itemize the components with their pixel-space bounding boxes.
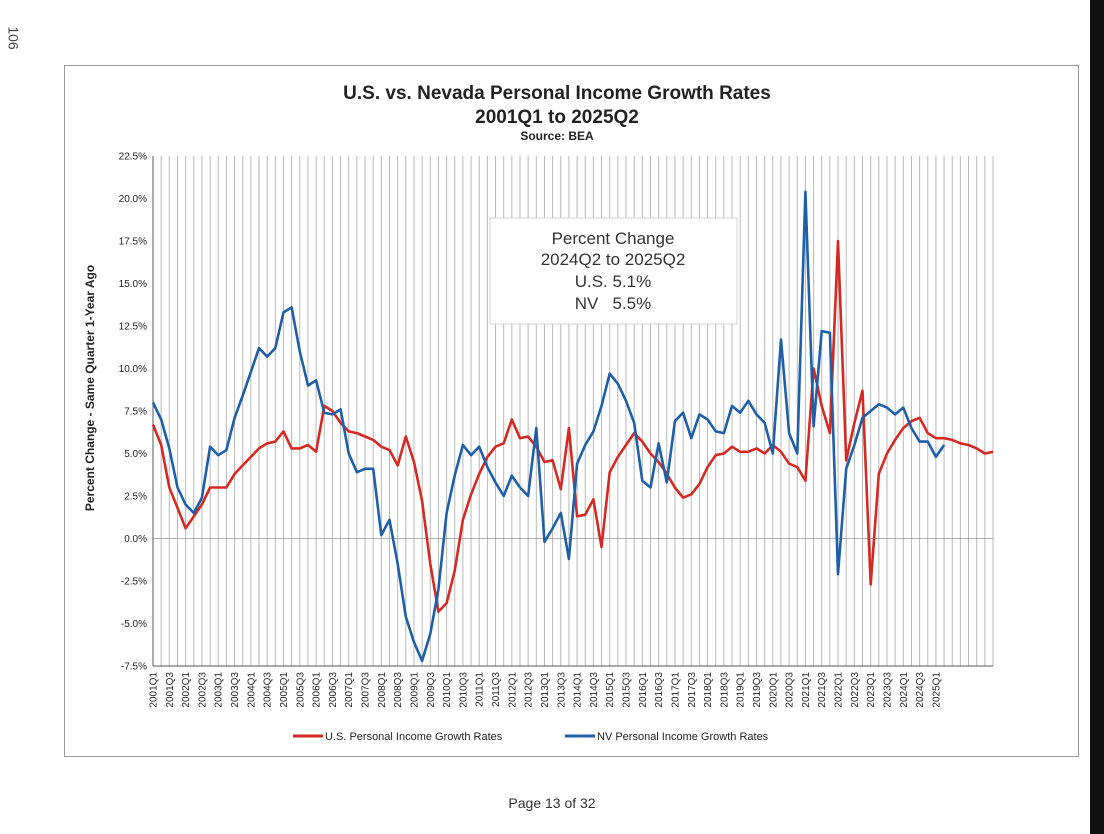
annotation-line-4: NV 5.5%	[575, 294, 652, 313]
x-tick-label: 2020Q1	[768, 672, 779, 708]
y-tick-label: 20.0%	[119, 194, 147, 205]
x-tick-label: 2005Q1	[279, 672, 290, 708]
annotation-box: Percent Change 2024Q2 to 2025Q2 U.S. 5.1…	[489, 217, 738, 325]
y-tick-label: 5.0%	[124, 449, 147, 460]
x-tick-label: 2010Q1	[442, 672, 453, 708]
x-tick-label: 2016Q1	[638, 672, 649, 708]
y-tick-label: -5.0%	[121, 619, 147, 630]
x-tick-label: 2004Q1	[246, 672, 257, 708]
x-tick-label: 2018Q1	[703, 672, 714, 708]
y-tick-label: 2.5%	[124, 492, 147, 503]
y-tick-label: -2.5%	[121, 577, 147, 588]
x-tick-label: 2024Q3	[915, 672, 926, 708]
page-footer: Page 13 of 32	[508, 795, 596, 811]
x-tick-label: 2008Q1	[377, 672, 388, 708]
x-tick-label: 2003Q3	[230, 672, 241, 708]
y-tick-label: 10.0%	[119, 364, 147, 375]
x-tick-labels: 2001Q1 2001Q3 2002Q1 2002Q3 2003Q1 2003Q3 2004…	[149, 672, 943, 708]
annotation-line-3: U.S. 5.1%	[575, 272, 652, 291]
x-tick-label: 2011Q3	[491, 672, 502, 707]
y-tick-label: 0.0%	[124, 534, 147, 545]
y-tick-label: -7.5%	[121, 662, 147, 673]
x-tick-label: 2012Q3	[524, 672, 535, 708]
x-tick-label: 2004Q3	[263, 672, 274, 708]
x-tick-label: 2001Q1	[149, 672, 160, 708]
series-lines	[151, 190, 994, 663]
x-tick-label: 2024Q1	[899, 672, 910, 708]
x-tick-label: 2009Q3	[426, 672, 437, 708]
x-tick-label: 2020Q3	[785, 672, 796, 708]
annotation-line-1: Percent Change	[552, 229, 675, 248]
chart-subtitle: 2001Q1 to 2025Q2	[475, 107, 639, 128]
x-tick-label: 2017Q3	[687, 672, 698, 708]
x-tick-label: 2002Q1	[181, 672, 192, 708]
page-side-number: 106	[5, 26, 22, 50]
y-tick-label: 7.5%	[124, 407, 147, 418]
line-chart: U.S. vs. Nevada Personal Income Growth R…	[83, 83, 994, 743]
x-tick-label: 2010Q3	[458, 672, 469, 708]
x-tick-label: 2006Q1	[312, 672, 323, 708]
x-tick-label: 2007Q1	[344, 672, 355, 708]
x-tick-label: 2013Q1	[540, 672, 551, 708]
x-tick-label: 2021Q3	[817, 672, 828, 708]
y-tick-labels: 22.5% 20.0% 17.5% 15.0% 12.5% 10.0% 7.5% 5.0% 2.…	[119, 152, 147, 673]
y-tick-label: 15.0%	[119, 279, 147, 290]
legend: U.S. Personal Income Growth Rates NV Per…	[293, 731, 769, 743]
nv-income-growth-line	[151, 190, 946, 663]
x-tick-label: 2001Q3	[165, 672, 176, 708]
x-tick-label: 2022Q3	[850, 672, 861, 708]
x-tick-label: 2014Q3	[589, 672, 600, 708]
x-tick-label: 2016Q3	[654, 672, 665, 708]
x-tick-label: 2012Q1	[507, 672, 518, 708]
x-tick-label: 2023Q1	[866, 672, 877, 708]
annotation-line-2: 2024Q2 to 2025Q2	[541, 250, 686, 269]
x-tick-label: 2017Q1	[670, 672, 681, 708]
legend-label-nv: NV Personal Income Growth Rates	[597, 731, 769, 743]
chart-source: Source: BEA	[520, 129, 594, 143]
legend-label-us: U.S. Personal Income Growth Rates	[325, 731, 503, 743]
x-tick-label: 2025Q1	[931, 672, 942, 708]
x-tick-label: 2005Q3	[295, 672, 306, 708]
y-tick-label: 17.5%	[119, 237, 147, 248]
x-tick-label: 2015Q3	[622, 672, 633, 708]
chart-frame: U.S. vs. Nevada Personal Income Growth R…	[64, 65, 1079, 757]
x-tick-label: 2018Q3	[719, 672, 730, 708]
y-tick-label: 12.5%	[119, 322, 147, 333]
chart-title: U.S. vs. Nevada Personal Income Growth R…	[343, 83, 771, 104]
x-tick-label: 2009Q1	[409, 672, 420, 708]
x-tick-label: 2014Q1	[573, 672, 584, 708]
y-axis-label: Percent Change - Same Quarter 1-Year Ago	[83, 265, 97, 511]
x-tick-label: 2019Q3	[752, 672, 763, 708]
x-tick-label: 2019Q1	[736, 672, 747, 708]
annotation-background	[489, 217, 738, 325]
x-tick-label: 2002Q3	[197, 672, 208, 708]
x-tick-label: 2023Q3	[882, 672, 893, 708]
us-income-growth-line	[151, 239, 994, 613]
x-tick-label: 2007Q3	[361, 672, 372, 708]
x-tick-label: 2003Q1	[214, 672, 225, 708]
x-tick-label: 2022Q1	[834, 672, 845, 708]
x-tick-label: 2008Q3	[393, 672, 404, 708]
x-tick-label: 2013Q3	[556, 672, 567, 708]
x-tick-label: 2015Q1	[605, 672, 616, 708]
x-tick-label: 2011Q1	[475, 672, 486, 707]
y-tick-label: 22.5%	[119, 152, 147, 163]
x-tick-label: 2006Q3	[328, 672, 339, 708]
axes	[152, 156, 993, 667]
x-tick-label: 2021Q1	[801, 672, 812, 708]
right-edge-bar	[1090, 0, 1104, 834]
